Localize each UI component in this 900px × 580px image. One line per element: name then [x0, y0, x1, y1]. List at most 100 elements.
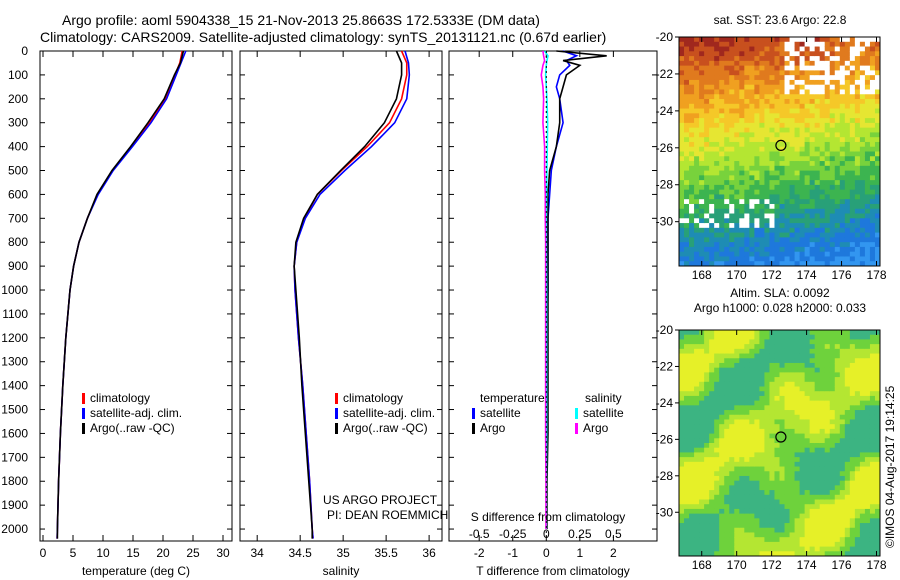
map-cell: [709, 447, 715, 453]
map-cell: [869, 199, 876, 205]
map-cell: [719, 377, 725, 383]
map-cell: [759, 256, 765, 262]
map-cell: [799, 537, 806, 543]
map-cell: [819, 242, 826, 248]
map-cell: [739, 37, 745, 43]
map-cell: [714, 151, 720, 157]
map-cell: [719, 199, 725, 205]
map-cell: [814, 405, 821, 411]
map-cell: [844, 461, 851, 468]
map-cell: [774, 79, 780, 86]
map-cell: [829, 223, 836, 229]
map-cell: [744, 358, 750, 364]
map-cell: [789, 457, 796, 463]
map-cell: [724, 146, 730, 152]
map-cell: [834, 156, 841, 162]
map-cell: [734, 79, 740, 86]
map-cell: [679, 203, 685, 210]
map-cell: [799, 485, 806, 491]
map-cell: [789, 232, 796, 238]
map-cell: [734, 122, 740, 129]
map-cell: [689, 410, 695, 416]
map-cell: [799, 165, 806, 172]
map-cell: [859, 132, 866, 138]
map-cell: [844, 490, 851, 496]
map-cell: [869, 405, 876, 411]
map-cell: [869, 414, 876, 420]
map-cell: [844, 161, 851, 167]
map-cell: [829, 141, 836, 148]
map-cell: [839, 330, 846, 336]
map-cell: [694, 218, 700, 224]
map-cell: [679, 541, 685, 548]
map-cell: [734, 537, 740, 543]
map-cell: [799, 189, 806, 195]
map-cell: [734, 84, 740, 90]
map-cell: [739, 237, 745, 243]
map-cell: [779, 367, 786, 373]
map-cell: [719, 527, 725, 533]
map-cell: [809, 391, 816, 397]
map-cell: [839, 508, 846, 515]
map-cell: [724, 232, 730, 238]
map-cell: [774, 213, 780, 219]
map-cell: [734, 504, 740, 510]
legend-swatch: [335, 393, 338, 404]
map-cell: [684, 377, 690, 383]
map-cell: [754, 400, 760, 406]
map-cell: [684, 414, 690, 420]
map-cell: [794, 127, 801, 133]
map-cell: [689, 175, 695, 181]
map-cell: [734, 391, 740, 397]
map-cell: [689, 372, 695, 378]
map-cell: [764, 51, 770, 57]
map-cell: [699, 203, 705, 210]
map-cell: [819, 94, 826, 100]
map-cell: [689, 137, 695, 143]
map-cell: [704, 70, 710, 76]
lon-tick-label: 172: [762, 558, 782, 572]
map-cell: [699, 227, 705, 234]
map-cell: [859, 251, 866, 257]
map-cell: [754, 452, 760, 458]
map-cell: [689, 165, 695, 172]
map-cell: [699, 223, 705, 229]
map-cell: [829, 89, 836, 95]
map-cell: [809, 410, 816, 416]
map-cell: [714, 232, 720, 238]
map-cell: [779, 175, 786, 181]
map-cell: [859, 353, 866, 359]
map-cell: [729, 546, 735, 552]
map-cell: [689, 339, 695, 345]
map-cell: [794, 65, 801, 71]
map-cell: [814, 508, 821, 515]
map-cell: [689, 60, 695, 67]
map-cell: [789, 108, 796, 114]
map-cell: [809, 161, 816, 167]
map-cell: [814, 103, 821, 110]
map-cell: [749, 381, 755, 387]
map-cell: [814, 208, 821, 215]
map-cell: [859, 508, 866, 515]
map-cell: [804, 122, 811, 129]
map-cell: [734, 372, 740, 378]
map-cell: [779, 334, 786, 340]
map-cell: [749, 447, 755, 453]
map-cell: [679, 414, 685, 420]
map-cell: [794, 156, 801, 162]
map-cell: [709, 334, 715, 340]
map-cell: [819, 56, 826, 62]
map-cell: [764, 499, 770, 505]
map-cell: [714, 353, 720, 359]
map-cell: [864, 377, 871, 383]
map-cell: [774, 51, 780, 57]
map-cell: [864, 189, 871, 195]
map-cell: [709, 372, 715, 378]
map-cell: [844, 443, 851, 449]
map-cell: [754, 65, 760, 71]
map-cell: [749, 334, 755, 340]
map-cell: [814, 37, 821, 43]
map-cell: [794, 551, 801, 557]
map-cell: [754, 113, 760, 119]
map-cell: [874, 251, 881, 257]
